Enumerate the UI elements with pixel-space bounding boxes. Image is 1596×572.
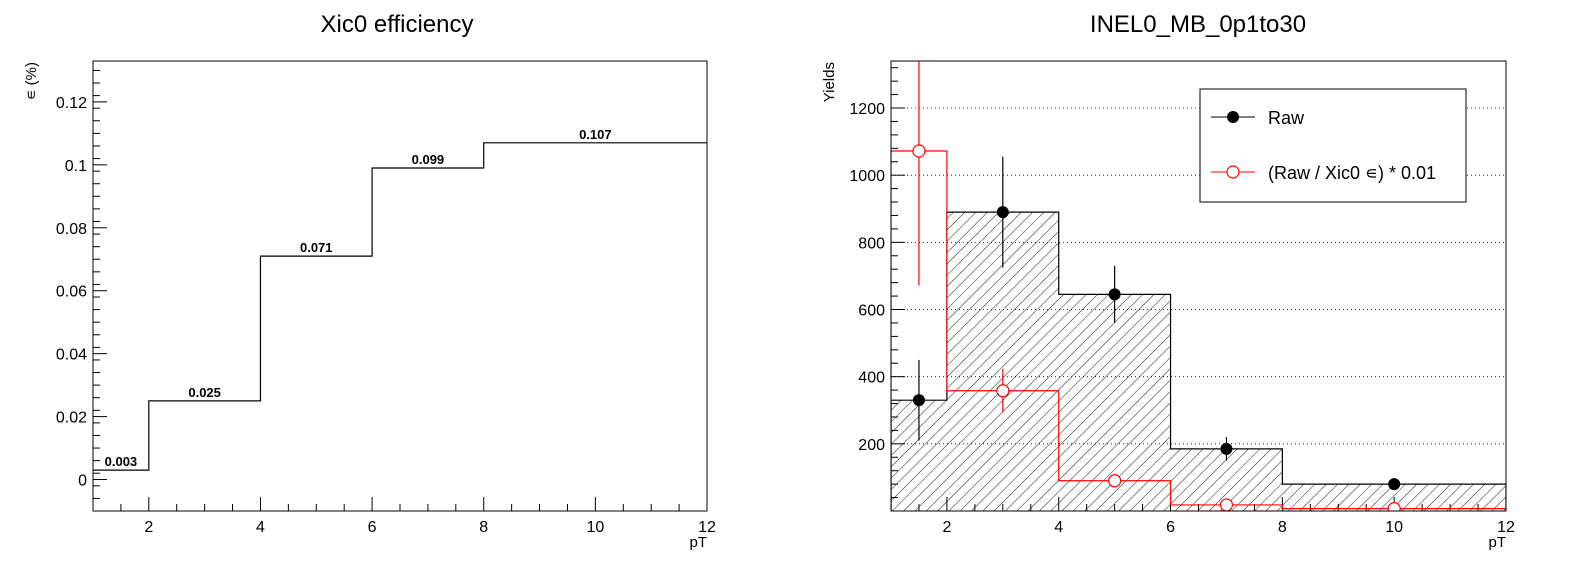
raw-point xyxy=(912,394,925,407)
efficiency-value-label: 0.025 xyxy=(188,385,221,400)
y-tick-label: 800 xyxy=(858,235,885,252)
x-tick-label: 4 xyxy=(256,519,265,536)
yields-chart-title: INEL0_MB_0p1to30 xyxy=(1090,11,1306,38)
efficiency-y-ticks: 0 0.02 0.04 0.06 0.08 0.1 0.12 xyxy=(56,69,107,499)
y-tick-label: 400 xyxy=(858,370,885,387)
legend-raw-label: Raw xyxy=(1268,108,1305,128)
x-tick-label: 2 xyxy=(942,519,951,536)
legend-raw-marker xyxy=(1227,111,1239,123)
legend-ratio-label: (Raw / Xic0 ∊) * 0.01 xyxy=(1268,163,1436,183)
efficiency-y-axis-label: ∊ (%) xyxy=(23,62,40,100)
x-tick-label: 4 xyxy=(1054,519,1063,536)
efficiency-step-line xyxy=(93,142,707,471)
y-tick-label: 1200 xyxy=(849,101,885,118)
x-tick-label: 12 xyxy=(1497,519,1515,536)
y-tick-label: 1000 xyxy=(849,168,885,185)
efficiency-chart-title: Xic0 efficiency xyxy=(321,11,474,38)
efficiency-x-ticks: 2 4 6 8 10 12 xyxy=(120,497,716,536)
y-tick-label: 0 xyxy=(78,473,87,490)
yields-plot-frame xyxy=(890,60,1507,512)
efficiency-chart: Xic0 efficiency 0 0.02 0.04 0.06 0.08 0.1 0.12… xyxy=(23,11,716,551)
x-tick-label: 8 xyxy=(1278,519,1287,536)
efficiency-value-label: 0.107 xyxy=(579,127,612,142)
yields-y-axis-label: Yields xyxy=(821,62,838,102)
ratio-point xyxy=(996,384,1010,398)
x-tick-label: 12 xyxy=(698,519,716,536)
ratio-point xyxy=(912,144,926,158)
y-tick-label: 200 xyxy=(858,437,885,454)
ratio-point xyxy=(1108,474,1122,488)
raw-point xyxy=(996,206,1009,219)
x-tick-label: 6 xyxy=(1166,519,1175,536)
efficiency-value-label: 0.071 xyxy=(300,240,333,255)
x-tick-label: 6 xyxy=(368,519,377,536)
raw-point xyxy=(1108,288,1121,301)
ratio-point xyxy=(1219,498,1234,511)
y-tick-label: 0.06 xyxy=(56,284,87,301)
yields-x-axis-label: pT xyxy=(1488,534,1506,551)
x-tick-label: 2 xyxy=(144,519,153,536)
y-tick-label: 0.12 xyxy=(56,95,87,112)
y-tick-label: 0.04 xyxy=(56,347,87,364)
yields-marks xyxy=(891,61,1506,511)
efficiency-value-label: 0.099 xyxy=(412,152,445,167)
efficiency-plot-frame xyxy=(92,60,708,512)
raw-point xyxy=(1388,478,1401,491)
efficiency-x-axis-label: pT xyxy=(689,534,707,551)
yields-y-ticks: 200 400 600 800 1000 1200 xyxy=(849,67,905,499)
ratio-point xyxy=(1387,502,1401,511)
x-tick-label: 10 xyxy=(1385,519,1403,536)
efficiency-marks: 0.003 0.025 0.071 0.099 0.107 xyxy=(93,127,707,471)
legend-box xyxy=(1199,88,1467,203)
yields-legend: Raw (Raw / Xic0 ∊) * 0.01 xyxy=(1199,88,1467,203)
raw-point xyxy=(1220,442,1233,455)
legend-ratio-marker xyxy=(1226,165,1240,179)
y-tick-label: 600 xyxy=(858,303,885,320)
y-tick-label: 0.02 xyxy=(56,410,87,427)
y-tick-label: 0.08 xyxy=(56,221,87,238)
efficiency-value-label: 0.003 xyxy=(105,454,138,469)
x-tick-label: 10 xyxy=(586,519,604,536)
yields-chart: INEL0_MB_0p1to30 200 400 600 800 1000 1200 2 4… xyxy=(821,11,1515,551)
x-tick-label: 8 xyxy=(479,519,488,536)
y-tick-label: 0.1 xyxy=(65,158,87,175)
